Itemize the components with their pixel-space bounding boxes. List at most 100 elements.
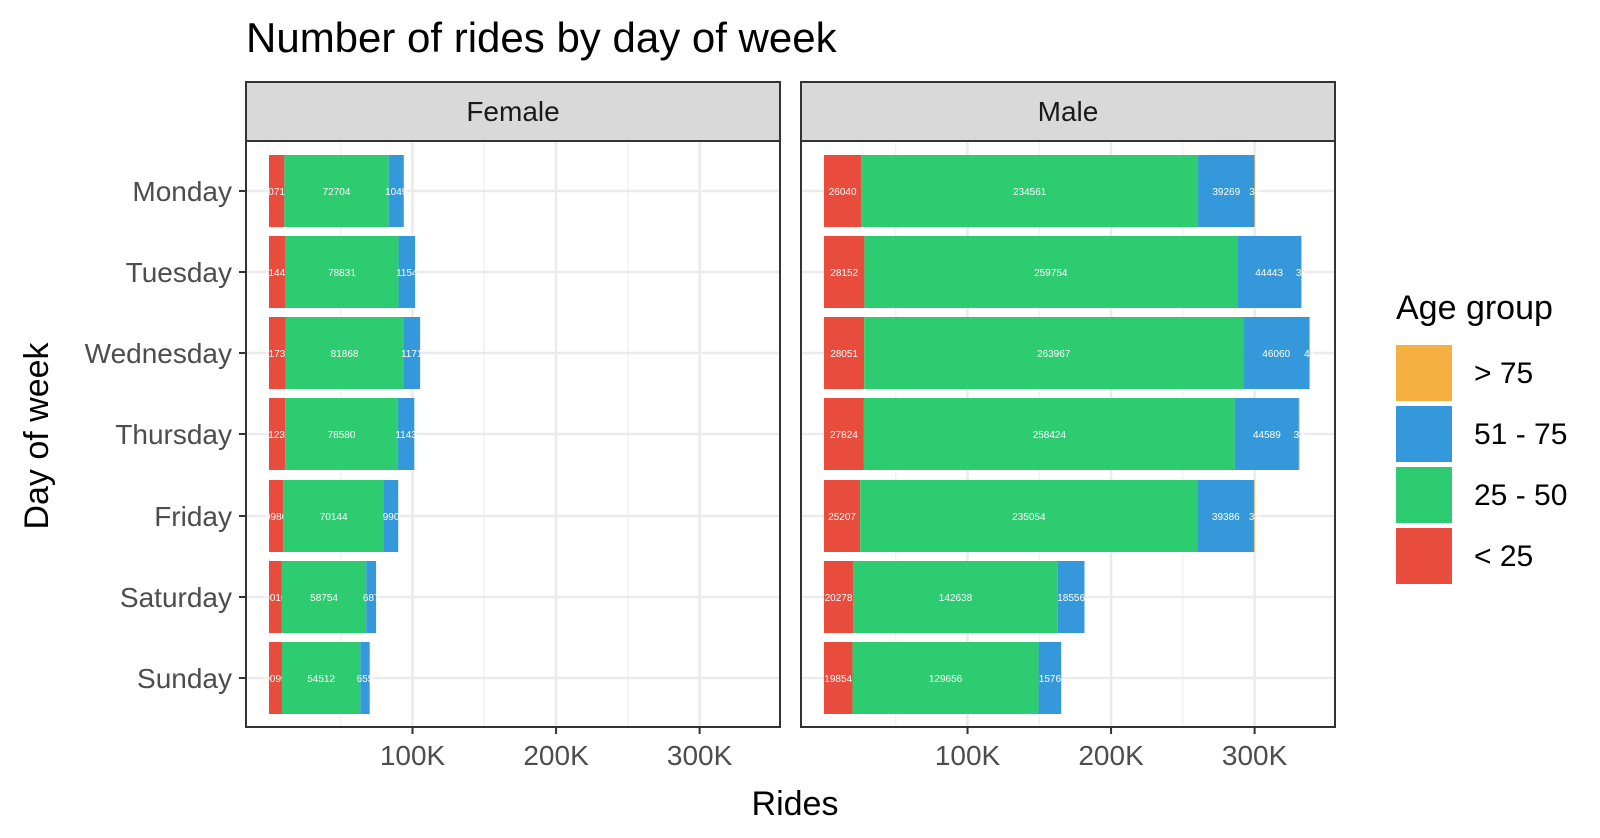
bar-segment-female-sunday-1: [282, 642, 361, 714]
data-label: 687: [363, 593, 380, 604]
data-label: 28152: [830, 268, 858, 279]
data-label: 72704: [323, 187, 351, 198]
bar-segment-male-tuesday-1: [864, 236, 1238, 308]
data-label: 44589: [1253, 430, 1281, 441]
legend-title: Age group: [1396, 289, 1553, 327]
facet-panel-female: Female 10714 72704 1049 11449 78831 1154 11737 8…: [85, 81, 781, 771]
bar-segment-female-sunday-2: [360, 642, 370, 714]
data-label: 81868: [331, 349, 359, 360]
bar-segment-male-thursday-0: [823, 398, 864, 470]
bar-segment-male-wednesday-3: [1309, 317, 1310, 389]
data-label: 18556: [1057, 593, 1085, 604]
bar-segment-female-monday-2: [388, 155, 404, 227]
bar-segment-male-friday-0: [823, 480, 861, 552]
bar-segment-male-saturday-1: [853, 561, 1058, 633]
bar-segment-female-friday-2: [383, 480, 399, 552]
chart-title: Number of rides by day of week: [246, 14, 838, 61]
bar-segment-male-tuesday-2: [1237, 236, 1302, 308]
bar-segment-male-sunday-2: [1038, 642, 1062, 714]
data-label: 258424: [1033, 430, 1067, 441]
legend-key: [1396, 345, 1452, 401]
y-tick-label: Tuesday: [126, 257, 232, 288]
data-label: 1154: [396, 268, 418, 279]
bar-segment-male-sunday-0: [823, 642, 853, 714]
bar-segment-male-saturday-2: [1057, 561, 1085, 633]
data-label: 44443: [1255, 268, 1283, 279]
data-label: 39386: [1212, 512, 1240, 523]
data-label: 9099: [264, 674, 287, 685]
y-tick-label: Sunday: [137, 663, 232, 694]
bar-segment-male-monday-1: [861, 155, 1199, 227]
y-tick-label: Friday: [154, 501, 232, 532]
x-tick-label: 100K: [380, 740, 446, 771]
data-label: 54512: [307, 674, 335, 685]
bar-segment-female-friday-1: [283, 480, 384, 552]
data-label: 78831: [328, 268, 356, 279]
bar-segment-male-saturday-0: [823, 561, 854, 633]
x-tick-label: 100K: [935, 740, 1001, 771]
data-label: 33: [1294, 430, 1306, 441]
data-label: 41: [1304, 349, 1316, 360]
legend-key: [1396, 467, 1452, 523]
legend: Age group > 75 51 - 75 25 - 50 < 25: [1396, 289, 1567, 584]
data-label: 142638: [939, 593, 973, 604]
bar-segment-male-monday-0: [823, 155, 862, 227]
legend-label: < 25: [1474, 540, 1533, 573]
data-label: 11239: [263, 430, 291, 441]
data-label: 20278: [825, 593, 853, 604]
data-label: 990: [383, 512, 400, 523]
data-label: 46060: [1262, 349, 1290, 360]
bar-segment-male-friday-2: [1197, 480, 1255, 552]
data-label: 263967: [1037, 349, 1071, 360]
bar-segment-male-wednesday-1: [864, 317, 1244, 389]
bar-segment-male-wednesday-2: [1243, 317, 1310, 389]
data-label: 129656: [929, 674, 963, 685]
bar-segment-female-thursday-1: [285, 398, 398, 470]
data-label: 39: [1296, 268, 1308, 279]
data-label: 78580: [328, 430, 356, 441]
bar-segment-male-sunday-1: [852, 642, 1039, 714]
data-label: 234561: [1013, 187, 1047, 198]
data-label: 655: [357, 674, 374, 685]
x-tick-label: 300K: [1222, 740, 1288, 771]
data-label: 1143: [395, 430, 417, 441]
bar-segment-male-wednesday-0: [823, 317, 865, 389]
data-label: 33: [1249, 512, 1261, 523]
bar-segment-male-tuesday-0: [823, 236, 865, 308]
data-label: 19854: [824, 674, 852, 685]
bar-segment-male-monday-2: [1198, 155, 1255, 227]
data-label: 10714: [263, 187, 291, 198]
bar-segment-female-friday-0: [268, 480, 284, 552]
bar-segment-male-tuesday-3: [1301, 236, 1302, 308]
bar-segment-female-wednesday-2: [403, 317, 421, 389]
data-label: 27824: [830, 430, 858, 441]
legend-key: [1396, 406, 1452, 462]
bar-segment-male-thursday-1: [863, 398, 1235, 470]
data-label: 11737: [264, 349, 292, 360]
data-label: 26040: [829, 187, 857, 198]
bar-segment-male-thursday-2: [1234, 398, 1299, 470]
bar-segment-female-tuesday-1: [285, 236, 399, 308]
data-label: 39269: [1212, 187, 1240, 198]
data-label: 1049: [385, 187, 408, 198]
data-label: 1171: [401, 349, 423, 360]
y-axis-title: Day of week: [18, 341, 56, 529]
bar-segment-female-wednesday-0: [268, 317, 286, 389]
x-tick-label: 200K: [1078, 740, 1144, 771]
bar-segment-female-saturday-0: [268, 561, 282, 633]
bar-segment-female-wednesday-1: [285, 317, 404, 389]
bar-segment-female-sunday-0: [268, 642, 283, 714]
bar-segment-male-thursday-3: [1298, 398, 1300, 470]
x-tick-label: 300K: [667, 740, 733, 771]
data-label: 9010: [264, 593, 287, 604]
bar-segment-female-saturday-1: [281, 561, 367, 633]
data-label: 11449: [264, 268, 292, 279]
panel-border: [800, 140, 1336, 728]
legend-key: [1396, 528, 1452, 584]
bar-segment-female-saturday-2: [366, 561, 377, 633]
data-label: 34: [1249, 187, 1261, 198]
facet-strip-label: Female: [466, 96, 559, 127]
y-tick-label: Saturday: [120, 582, 232, 613]
